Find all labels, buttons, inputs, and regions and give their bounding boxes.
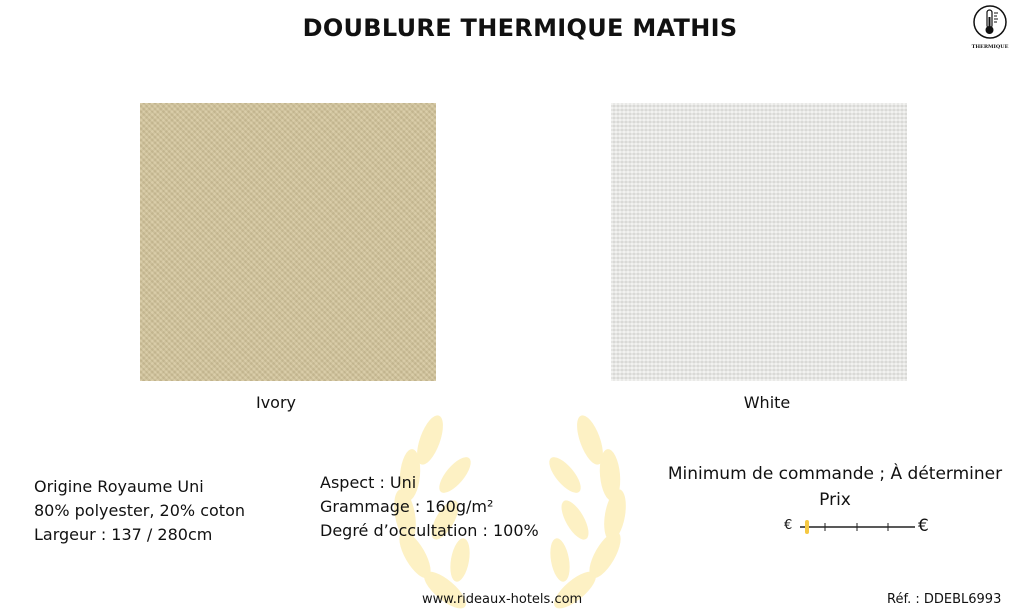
thermometer-icon bbox=[973, 5, 1007, 39]
price-label: Prix bbox=[819, 490, 851, 510]
reference: Réf. : DDEBL6993 bbox=[887, 592, 1002, 607]
laurel-watermark bbox=[394, 412, 630, 614]
price-marker bbox=[805, 520, 809, 534]
origin: Origine Royaume Uni bbox=[34, 477, 204, 496]
specs-left: Origine Royaume Uni 80% polyester, 20% c… bbox=[34, 475, 245, 547]
page-title: DOUBLURE THERMIQUE MATHIS bbox=[302, 14, 738, 42]
composition: 80% polyester, 20% coton bbox=[34, 501, 245, 520]
order-info: Minimum de commande ; À déterminer Prix bbox=[640, 461, 1024, 513]
swatch-white bbox=[611, 103, 907, 381]
minimum-order: Minimum de commande ; À déterminer bbox=[667, 464, 1003, 484]
weight: Grammage : 160g/m² bbox=[320, 497, 494, 516]
price-scale bbox=[800, 520, 915, 534]
website-link[interactable]: www.rideaux-hotels.com bbox=[422, 592, 583, 607]
aspect: Aspect : Uni bbox=[320, 473, 417, 492]
swatch-label: White bbox=[743, 393, 791, 412]
width: Largeur : 137 / 280cm bbox=[34, 525, 213, 544]
swatch-label: Ivory bbox=[255, 393, 297, 412]
swatch-ivory bbox=[140, 103, 436, 381]
blackout: Degré d’occultation : 100% bbox=[320, 521, 539, 540]
thermique-badge: THERMIQUE bbox=[970, 4, 1010, 50]
price-high-symbol: € bbox=[918, 516, 929, 536]
specs-mid: Aspect : Uni Grammage : 160g/m² Degré d’… bbox=[320, 471, 539, 543]
badge-label: THERMIQUE bbox=[971, 44, 1009, 50]
price-low-symbol: € bbox=[784, 518, 793, 533]
